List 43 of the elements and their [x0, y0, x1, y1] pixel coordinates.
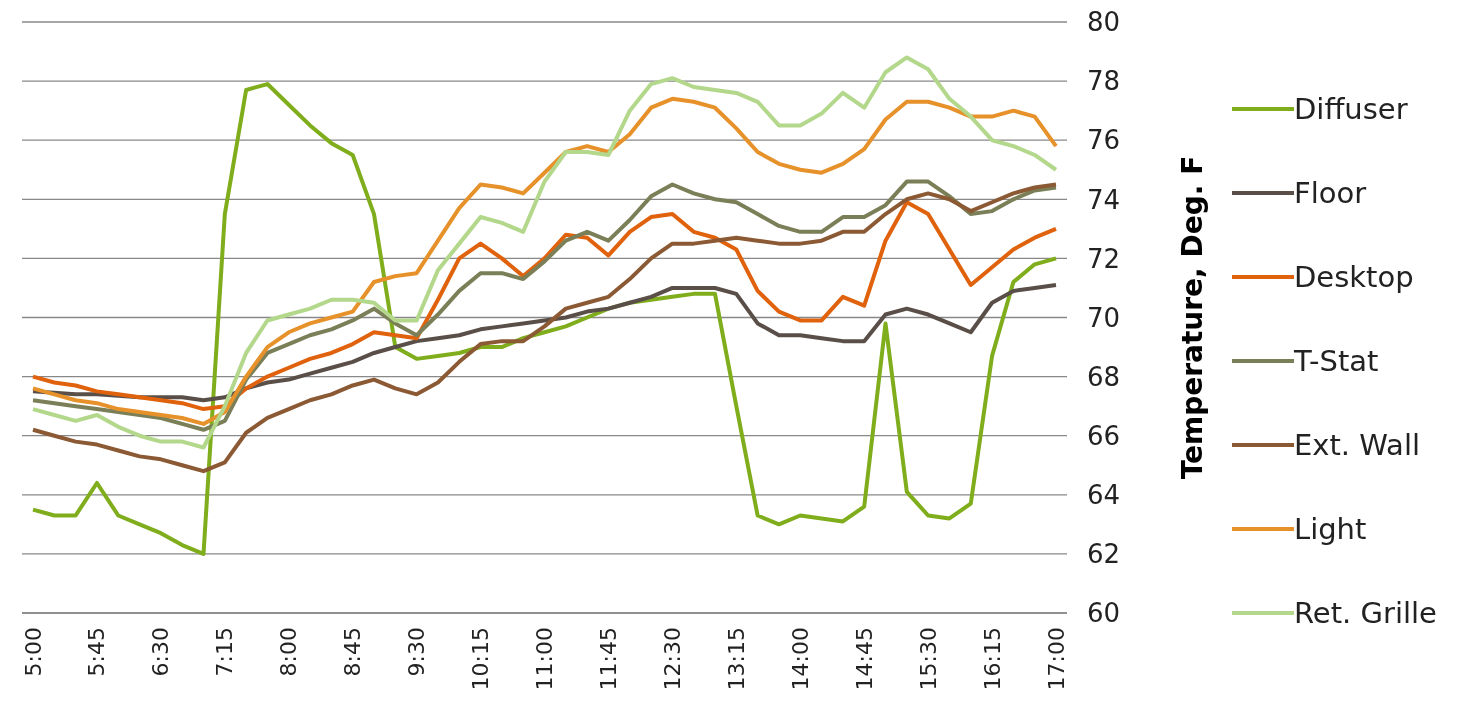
y-tick-label: 80 — [1087, 7, 1121, 38]
x-tick-label: 15:30 — [915, 627, 941, 691]
y-tick-label: 60 — [1087, 598, 1121, 629]
x-tick-label: 13:15 — [723, 627, 749, 691]
x-tick-label: 5:00 — [20, 627, 46, 677]
legend-label: T-Stat — [1294, 343, 1379, 378]
x-tick-label: 9:30 — [404, 627, 430, 677]
x-tick-label: 16:15 — [979, 627, 1005, 691]
x-tick-label: 8:45 — [340, 627, 366, 677]
legend-label: Diffuser — [1294, 91, 1408, 126]
line-series — [31, 55, 1058, 450]
x-tick-label: 14:45 — [851, 627, 877, 691]
y-tick-label: 72 — [1087, 243, 1121, 274]
x-tick-label: 11:45 — [595, 627, 621, 691]
y-tick-label: 70 — [1087, 302, 1121, 333]
legend-label: Ret. Grille — [1294, 595, 1437, 630]
x-tick-label: 12:30 — [659, 627, 685, 691]
x-tick-label: 8:00 — [276, 627, 302, 677]
legend-label: Light — [1294, 511, 1367, 546]
y-tick-label: 78 — [1087, 66, 1121, 97]
x-tick-label: 10:15 — [468, 627, 494, 691]
x-tick-label: 7:15 — [212, 627, 238, 677]
line-series — [31, 283, 1058, 403]
line-series — [31, 200, 1058, 412]
x-tick-label: 11:00 — [532, 627, 557, 691]
y-tick-label: 76 — [1087, 125, 1121, 156]
legend-label: Desktop — [1294, 259, 1414, 294]
y-tick-label: 66 — [1087, 420, 1121, 451]
x-tick-label: 17:00 — [1043, 627, 1069, 691]
line-series — [31, 179, 1058, 432]
y-tick-label: 74 — [1087, 184, 1121, 215]
legend-label: Floor — [1294, 175, 1367, 210]
x-tick-label: 6:30 — [148, 627, 174, 677]
y-tick-label: 64 — [1087, 480, 1121, 511]
y-tick-label: 62 — [1087, 539, 1121, 570]
line-series — [31, 182, 1058, 474]
y-tick-label: 68 — [1087, 361, 1121, 392]
line-series — [31, 96, 1058, 426]
line-series — [31, 82, 1058, 556]
y-axis-title: Temperature, Deg. F — [1175, 155, 1209, 480]
x-tick-label: 5:45 — [84, 627, 110, 677]
legend-label: Ext. Wall — [1294, 427, 1420, 462]
x-tick-label: 14:00 — [787, 627, 813, 691]
